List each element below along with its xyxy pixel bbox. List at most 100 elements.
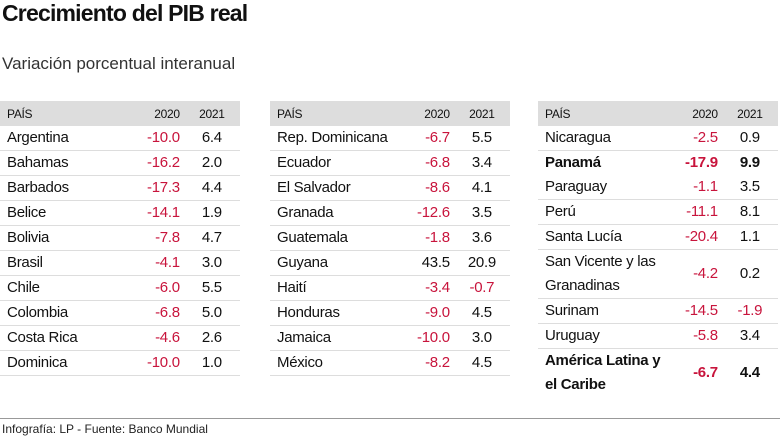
cell: 2.0 bbox=[183, 150, 240, 176]
table-row: Belice -14.1 1.9 bbox=[0, 200, 240, 226]
cell: San Vicente y las Granadinas bbox=[538, 249, 674, 299]
cell: 1.9 bbox=[183, 200, 240, 226]
table-row: Paraguay -1.1 3.5 bbox=[538, 175, 778, 200]
data-table: PAÍS 2020 2021 Nicaragua -2.5 0.9 Panamá -17.9 9… bbox=[538, 101, 778, 397]
cell: -6.7 bbox=[405, 126, 454, 151]
cell: Bahamas bbox=[0, 150, 136, 176]
cell: 5.0 bbox=[183, 300, 240, 326]
cell: 4.4 bbox=[183, 175, 240, 201]
cell: -20.4 bbox=[673, 224, 722, 250]
table-row: Guatemala -1.8 3.6 bbox=[270, 225, 510, 251]
table-row: Panamá -17.9 9.9 bbox=[538, 151, 778, 176]
cell: -9.0 bbox=[405, 300, 454, 326]
cell: -4.1 bbox=[135, 250, 184, 276]
table-row: Colombia -6.8 5.0 bbox=[0, 300, 240, 326]
table-row: Rep. Dominicana -6.7 5.5 bbox=[270, 126, 510, 151]
table-row: Surinam -14.5 -1.9 bbox=[538, 298, 778, 324]
column-header: PAÍS bbox=[270, 101, 406, 126]
cell: Panamá bbox=[545, 154, 601, 171]
table-row: México -8.2 4.5 bbox=[270, 350, 510, 376]
cell: Surinam bbox=[538, 298, 674, 324]
cell: -6.7 bbox=[693, 364, 718, 381]
cell: -1.8 bbox=[405, 225, 454, 251]
table-row: Bahamas -16.2 2.0 bbox=[0, 150, 240, 176]
cell: 3.6 bbox=[453, 225, 510, 251]
cell: Argentina bbox=[0, 126, 136, 151]
cell: 4.7 bbox=[183, 225, 240, 251]
table-row: Honduras -9.0 4.5 bbox=[270, 300, 510, 326]
cell: Bolivia bbox=[0, 225, 136, 251]
cell: Costa Rica bbox=[0, 325, 136, 351]
table-row: Perú -11.1 8.1 bbox=[538, 199, 778, 225]
cell: -1.1 bbox=[673, 175, 722, 200]
column-header: PAÍS bbox=[538, 101, 674, 126]
cell: Rep. Dominicana bbox=[270, 126, 406, 151]
cell: -7.8 bbox=[135, 225, 184, 251]
cell: 4.1 bbox=[453, 175, 510, 201]
column-header: 2021 bbox=[721, 101, 778, 126]
cell: -11.1 bbox=[673, 199, 722, 225]
cell: Dominica bbox=[0, 350, 136, 376]
cell: Santa Lucía bbox=[538, 224, 674, 250]
cell: Perú bbox=[538, 199, 674, 225]
column-header: 2020 bbox=[135, 101, 184, 126]
cell: 43.5 bbox=[405, 250, 454, 276]
header-row: PAÍS 2020 2021 bbox=[538, 101, 778, 126]
cell: Barbados bbox=[0, 175, 136, 201]
title: Crecimiento del PIB real bbox=[2, 0, 248, 26]
cell: 6.4 bbox=[183, 126, 240, 151]
table-row: Jamaica -10.0 3.0 bbox=[270, 325, 510, 351]
column-header: 2020 bbox=[673, 101, 722, 126]
cell: 9.9 bbox=[739, 154, 760, 171]
cell: -6.8 bbox=[135, 300, 184, 326]
column-header: 2021 bbox=[453, 101, 510, 126]
cell: 3.5 bbox=[453, 200, 510, 226]
table-row: Costa Rica -4.6 2.6 bbox=[0, 325, 240, 351]
cell: 4.5 bbox=[453, 350, 510, 376]
column-header: 2020 bbox=[405, 101, 454, 126]
cell: -14.5 bbox=[673, 298, 722, 324]
cell: América Latina y el Caribe bbox=[545, 352, 661, 393]
cell: Chile bbox=[0, 275, 136, 301]
cell: 3.4 bbox=[453, 150, 510, 176]
table-row: Ecuador -6.8 3.4 bbox=[270, 150, 510, 176]
cell: -10.0 bbox=[405, 325, 454, 351]
table-row: San Vicente y las Granadinas -4.2 0.2 bbox=[538, 249, 778, 299]
cell: Granada bbox=[270, 200, 406, 226]
cell: Uruguay bbox=[538, 323, 674, 349]
cell: -17.9 bbox=[685, 154, 718, 171]
table-row: Bolivia -7.8 4.7 bbox=[0, 225, 240, 251]
cell: 4.5 bbox=[453, 300, 510, 326]
cell: Jamaica bbox=[270, 325, 406, 351]
cell: -4.6 bbox=[135, 325, 184, 351]
cell: -16.2 bbox=[135, 150, 184, 176]
cell: Ecuador bbox=[270, 150, 406, 176]
header-row: PAÍS 2020 2021 bbox=[270, 101, 510, 126]
subtitle: Variación porcentual interanual bbox=[2, 54, 236, 73]
header-row: PAÍS 2020 2021 bbox=[0, 101, 240, 126]
cell: -0.7 bbox=[453, 275, 510, 301]
cell: 4.4 bbox=[739, 364, 760, 381]
table-row: Guyana 43.5 20.9 bbox=[270, 250, 510, 276]
cell: Belice bbox=[0, 200, 136, 226]
data-table: PAÍS 2020 2021 Argentina -10.0 6.4 Bahamas -16.… bbox=[0, 101, 240, 376]
cell: Guyana bbox=[270, 250, 406, 276]
table-row: Dominica -10.0 1.0 bbox=[0, 350, 240, 376]
table-row: Barbados -17.3 4.4 bbox=[0, 175, 240, 201]
cell: -8.2 bbox=[405, 350, 454, 376]
cell: Honduras bbox=[270, 300, 406, 326]
cell: -2.5 bbox=[673, 126, 722, 151]
table-row: Granada -12.6 3.5 bbox=[270, 200, 510, 226]
cell: El Salvador bbox=[270, 175, 406, 201]
cell: 3.0 bbox=[183, 250, 240, 276]
cell: 1.0 bbox=[183, 350, 240, 376]
cell: 3.0 bbox=[453, 325, 510, 351]
data-table: PAÍS 2020 2021 Rep. Dominicana -6.7 5.5 Ecuado… bbox=[270, 101, 510, 376]
cell: -4.2 bbox=[673, 249, 722, 299]
cell: -8.6 bbox=[405, 175, 454, 201]
cell: 3.4 bbox=[721, 323, 778, 349]
table-row: Brasil -4.1 3.0 bbox=[0, 250, 240, 276]
table-row: Uruguay -5.8 3.4 bbox=[538, 323, 778, 349]
cell: Paraguay bbox=[538, 175, 674, 200]
